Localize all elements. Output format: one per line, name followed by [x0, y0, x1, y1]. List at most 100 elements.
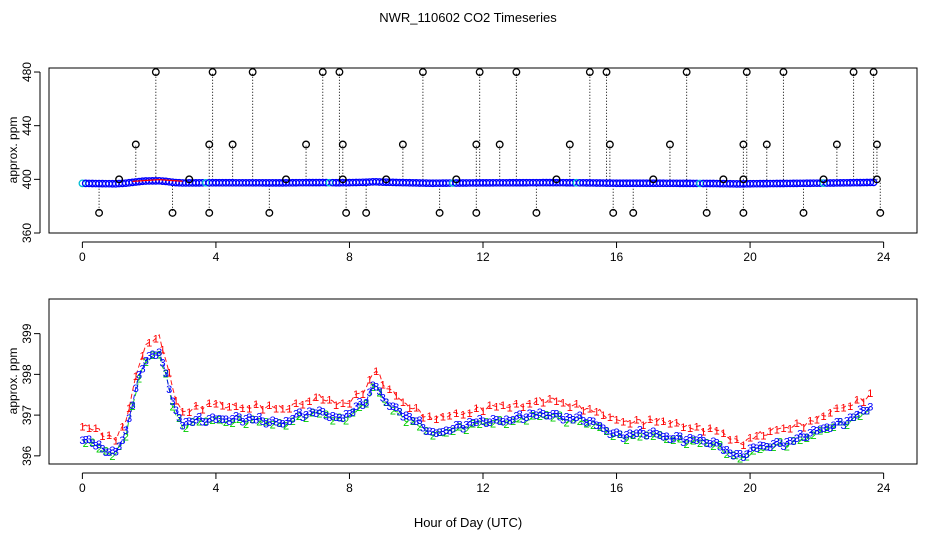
series-2-point: 2 [443, 427, 449, 439]
outlier-point [382, 175, 391, 184]
series-1-point: 1 [133, 371, 139, 383]
series-1-point: 1 [79, 421, 85, 433]
series-2-point: 2 [770, 442, 776, 454]
series-3-point: 3 [660, 431, 666, 443]
top-x-tick-label: 4 [213, 250, 220, 264]
series-3-point: 3 [396, 406, 402, 418]
series-1-point: 1 [447, 410, 453, 422]
series-3-point: 3 [767, 442, 773, 454]
series-3-point: 3 [644, 430, 650, 442]
series-3-point: 3 [86, 434, 92, 446]
series-3-point: 3 [537, 407, 543, 419]
series-3-point: 3 [754, 443, 760, 455]
top-x-tick-label: 12 [476, 250, 490, 264]
series-3-point: 3 [109, 445, 115, 457]
series-3-point: 3 [427, 426, 433, 438]
series-3-point: 3 [593, 420, 599, 432]
series-1-point: 1 [467, 408, 473, 420]
series-3-point: 3 [600, 423, 606, 435]
series-2-point: 2 [283, 420, 289, 432]
series-1-point: 1 [186, 407, 192, 419]
series-3-point: 3 [737, 449, 743, 461]
series-1-point: 1 [480, 406, 486, 418]
series-3-point: 3 [360, 400, 366, 412]
series-3-point: 3 [293, 409, 299, 421]
series-3-point: 3 [837, 417, 843, 429]
series-3-point: 3 [179, 421, 185, 433]
series-2-point: 2 [236, 414, 242, 426]
series-3-point: 3 [159, 357, 165, 369]
series-3-point: 3 [356, 397, 362, 409]
series-1-point: 1 [533, 396, 539, 408]
series-3-point: 3 [553, 409, 559, 421]
outlier-point [318, 68, 327, 76]
series-3-point: 3 [760, 440, 766, 452]
series-1-point: 1 [246, 403, 252, 415]
series-3-point: 3 [430, 427, 436, 439]
series-3-point: 3 [290, 414, 296, 426]
series-3-point: 3 [200, 416, 206, 428]
series-1-point: 1 [553, 396, 559, 408]
series-3-point: 3 [286, 416, 292, 428]
series-2-point: 2 [303, 413, 309, 425]
series-3-point: 3 [96, 439, 102, 451]
series-1-point: 1 [206, 398, 212, 410]
series-1-point: 1 [200, 404, 206, 416]
series-3-point: 3 [353, 401, 359, 413]
series-2-point: 2 [483, 417, 489, 429]
outlier-point [472, 140, 481, 149]
series-2-point: 2 [83, 438, 89, 450]
series-3-point: 3 [677, 431, 683, 443]
series-2-point: 2 [490, 418, 496, 430]
series-3-point: 3 [113, 446, 119, 458]
series-3-point: 3 [647, 428, 653, 440]
series-1-point: 1 [400, 397, 406, 409]
series-3-point: 3 [630, 430, 636, 442]
series-3-point: 3 [517, 409, 523, 421]
series-3-point: 3 [507, 415, 513, 427]
baseline-point [866, 178, 875, 187]
series-3-point: 3 [757, 440, 763, 452]
series-3-point: 3 [777, 438, 783, 450]
series-2-point: 2 [123, 432, 129, 444]
series-1-point: 1 [760, 430, 766, 442]
series-3-point: 3 [634, 428, 640, 440]
series-3-point: 3 [126, 413, 132, 425]
series-3-point: 3 [717, 441, 723, 453]
series-3-point: 3 [627, 428, 633, 440]
series-2-point: 2 [463, 425, 469, 437]
series-1-point: 1 [700, 427, 706, 439]
series-1-point: 1 [380, 379, 386, 391]
series-3-point: 3 [143, 356, 149, 368]
series-1-point: 1 [173, 395, 179, 407]
outlier-point [151, 68, 160, 76]
series-3-point: 3 [851, 412, 857, 424]
series-3-point: 3 [223, 414, 229, 426]
series-1-point: 1 [473, 403, 479, 415]
series-3-point: 3 [590, 416, 596, 428]
series-3-point: 3 [610, 428, 616, 440]
series-3-point: 3 [433, 428, 439, 440]
series-3-point: 3 [543, 410, 549, 422]
series-3-point: 3 [530, 409, 536, 421]
series-1-point: 1 [300, 400, 306, 412]
series-2-point: 2 [350, 408, 356, 420]
series-3-point: 3 [834, 416, 840, 428]
series-2-point: 2 [583, 419, 589, 431]
outlier-point [512, 68, 521, 76]
series-1-point: 1 [660, 416, 666, 428]
bottom-plot-frame [48, 298, 918, 465]
series-2-point: 2 [744, 452, 750, 464]
series-1-point: 1 [126, 403, 132, 415]
series-3-point: 3 [827, 423, 833, 435]
series-2-point: 2 [396, 407, 402, 419]
series-2-point: 2 [343, 415, 349, 427]
series-3-point: 3 [794, 433, 800, 445]
series-2-point: 2 [730, 450, 736, 462]
bottom-x-tick-label: 16 [610, 481, 624, 495]
top-x-tick-label: 0 [79, 250, 86, 264]
outlier-point [629, 208, 638, 217]
series-2-point: 2 [403, 417, 409, 429]
outlier-point [832, 140, 841, 149]
top-y-tick-label: 440 [20, 115, 34, 135]
